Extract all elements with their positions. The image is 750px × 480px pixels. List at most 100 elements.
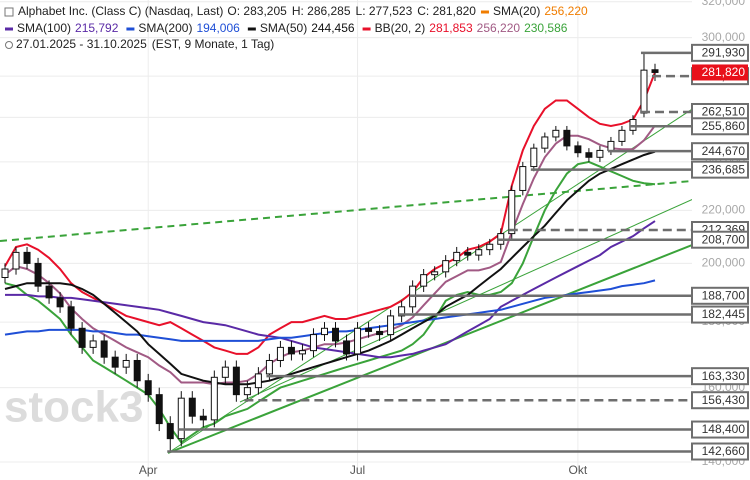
last-price-label: 281,820: [702, 65, 746, 79]
candle-body: [519, 166, 527, 191]
candle-body: [431, 271, 439, 276]
watermark: stock3: [4, 383, 143, 432]
trend-line: [0, 180, 692, 242]
candle-body: [343, 340, 351, 355]
legend-value: 256,220: [544, 4, 588, 18]
candle-body: [45, 285, 53, 299]
candle-body: [34, 262, 42, 287]
level-label: 188,700: [702, 288, 746, 302]
level-label-box: [691, 391, 749, 410]
legend-marker: [480, 10, 489, 14]
levels: 291,930279,970262,510255,860244,670236,6…: [167, 43, 749, 461]
level-label-box: [691, 230, 749, 249]
candle-body: [464, 251, 472, 256]
y-tick-label: 200,000: [702, 256, 746, 270]
level-label: 255,860: [702, 119, 746, 133]
candle-body: [530, 147, 538, 168]
legend-marker: [5, 27, 13, 31]
candle-body: [376, 330, 384, 336]
candle-body: [155, 394, 163, 425]
level-label-box: [691, 117, 749, 136]
legend-label: SMA(200): [138, 21, 192, 35]
candle-body: [607, 140, 615, 151]
level-label-box: [691, 286, 749, 305]
candle-body: [243, 387, 251, 396]
candle-body: [486, 243, 494, 251]
candle-body: [365, 327, 373, 332]
legend-label: BB(20, 2): [375, 21, 426, 35]
moving-average: [4, 279, 656, 342]
level-label-box: [691, 305, 749, 324]
bollinger-lower: [4, 160, 656, 444]
ohlc-label: H: 286,285: [292, 4, 351, 18]
candle-body: [56, 297, 64, 308]
candle-body: [276, 346, 284, 361]
legend-value: 256,220: [477, 21, 521, 35]
candle-body: [398, 306, 406, 317]
candle-body: [354, 327, 362, 355]
candle-body: [188, 397, 196, 417]
candle-body: [111, 356, 119, 368]
candle-body: [552, 129, 560, 138]
candle-body: [177, 397, 185, 440]
legend-label: SMA(20): [493, 4, 540, 18]
x-tick-label: Okt: [569, 463, 588, 477]
legend-label: SMA(100): [17, 21, 71, 35]
candle-body: [254, 373, 262, 389]
candle-body: [89, 340, 97, 348]
candle-body: [287, 346, 295, 355]
ohlc-label: C: 281,820: [417, 4, 476, 18]
level-label-box: [691, 367, 749, 386]
legend-marker: [126, 27, 135, 31]
legend-value: 215,792: [75, 21, 119, 35]
header-icon: [5, 41, 13, 49]
candle-body: [78, 327, 86, 348]
candle-body: [265, 359, 273, 375]
bollinger-upper: [4, 72, 656, 355]
candle-body: [651, 69, 659, 73]
candle-body: [475, 249, 483, 256]
candle-body: [320, 327, 328, 336]
candle-body: [144, 380, 152, 396]
level-label: 244,670: [702, 144, 746, 158]
candle-body: [100, 340, 108, 358]
title: Alphabet Inc. (Class C) (Nasdaq, Last): [18, 4, 223, 18]
trend-line: [239, 199, 692, 403]
ohlc-label: O: 283,205: [227, 4, 287, 18]
candle-body: [508, 189, 516, 235]
last-price-box: [692, 64, 748, 81]
y-tick-label: 220,000: [702, 203, 746, 217]
date-range: 27.01.2025 - 31.10.2025: [16, 37, 147, 51]
level-label: 236,685: [702, 162, 746, 176]
candle-body: [309, 334, 317, 352]
candle-body: [387, 315, 395, 336]
x-tick-label: Apr: [139, 463, 158, 477]
subtitle: (EST, 9 Monate, 1 Tag): [152, 37, 275, 51]
level-label: 163,330: [702, 369, 746, 383]
candle-body: [1, 268, 9, 279]
legend-marker: [362, 27, 371, 31]
candle-body: [232, 366, 240, 396]
legend-value: 244,456: [311, 21, 355, 35]
candle-body: [585, 152, 593, 158]
x-tick-label: Jul: [350, 463, 365, 477]
moving-average: [4, 150, 656, 386]
candle-body: [298, 350, 306, 355]
plot: [1, 52, 659, 452]
candle-body: [122, 359, 130, 368]
header-icon: [4, 7, 14, 17]
moving-average: [4, 124, 656, 386]
y-tick-label: 320,000: [702, 0, 746, 8]
candle-body: [199, 415, 207, 421]
candle-body: [23, 251, 31, 264]
candle-body: [12, 251, 20, 270]
level-label-box: [691, 160, 749, 179]
y-tick-label: 300,000: [702, 30, 746, 44]
candle-body: [332, 327, 340, 342]
level-label: 182,445: [702, 307, 746, 321]
candle-body: [442, 260, 450, 273]
candle-body: [67, 306, 75, 329]
header: Alphabet Inc. (Class C) (Nasdaq, Last) O:…: [4, 4, 588, 51]
